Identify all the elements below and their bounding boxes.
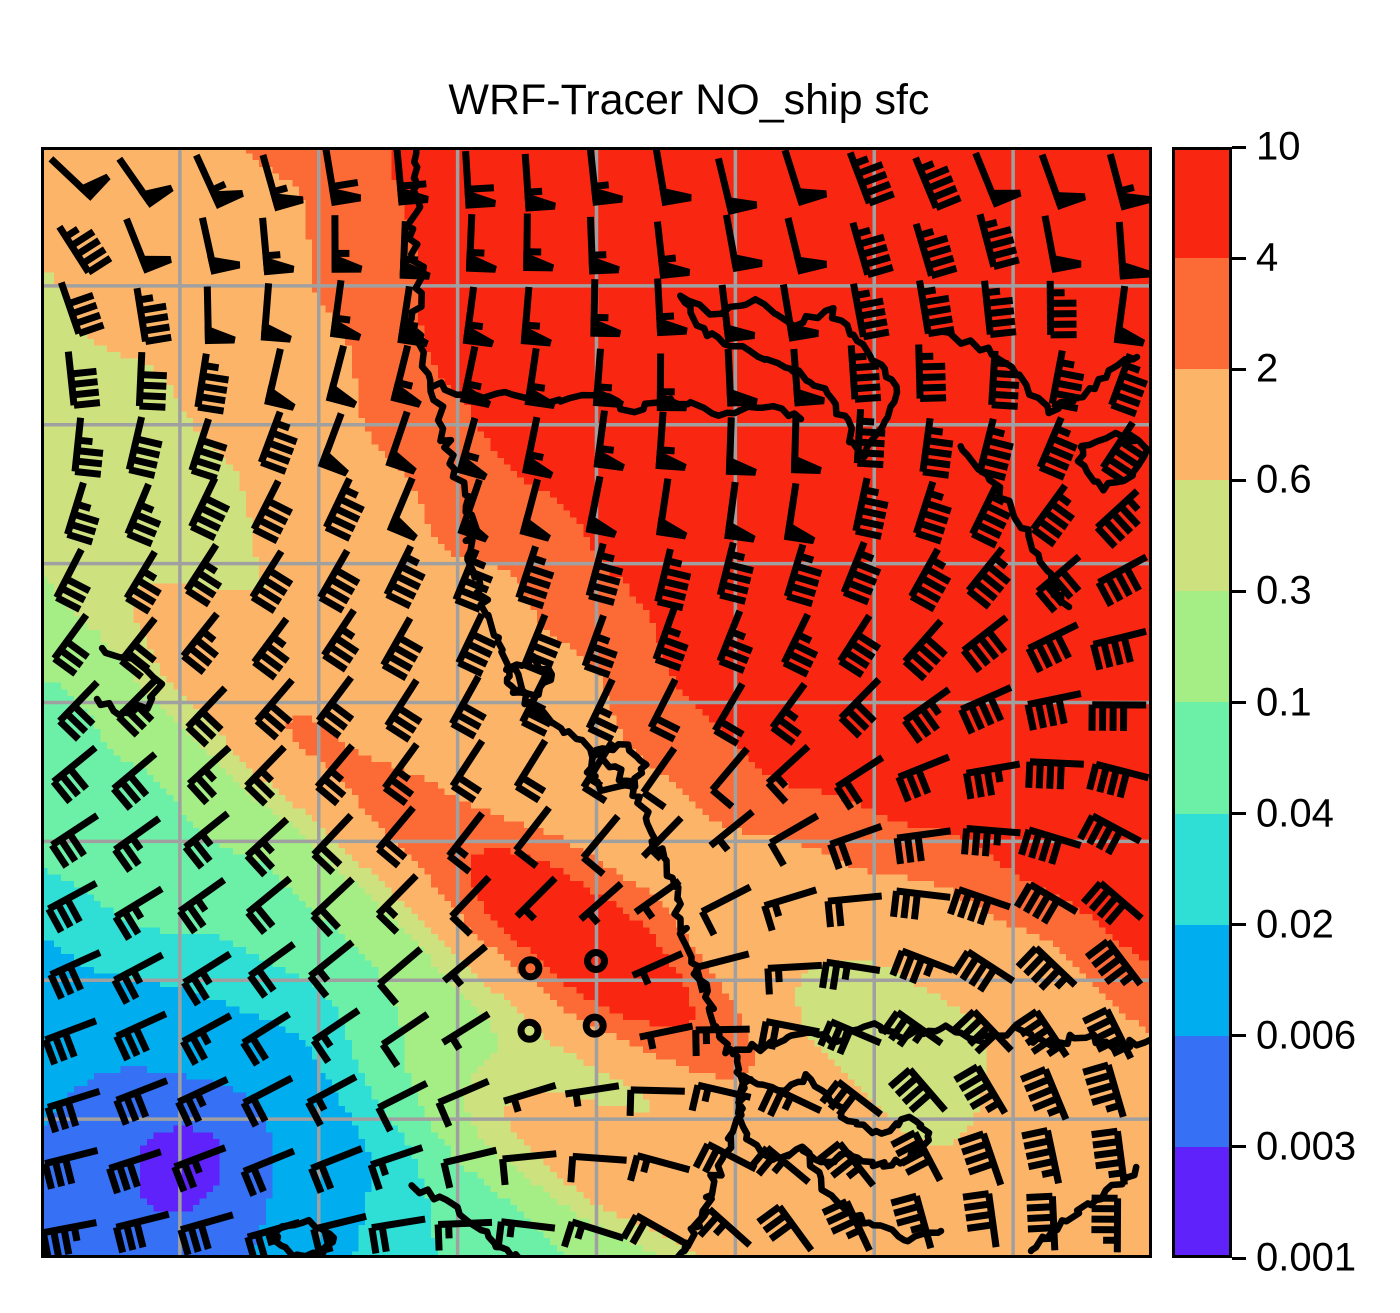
colorbar-label-4: 4 xyxy=(1256,235,1279,280)
colorbar-band-0.04-0.1 xyxy=(1172,702,1232,814)
colorbar-band-0.003-0.006 xyxy=(1172,1035,1232,1147)
colorbar-band-0.001-0.003 xyxy=(1172,1146,1232,1258)
colorbar-band-0.3-0.6 xyxy=(1172,480,1232,592)
colorbar-tick-0.003 xyxy=(1232,1145,1246,1149)
filled-contours xyxy=(41,147,1152,1258)
map-plot-area[interactable] xyxy=(41,147,1152,1258)
colorbar-band-2-4 xyxy=(1172,258,1232,370)
colorbar-tick-0.02 xyxy=(1232,923,1246,927)
colorbar-label-0.02: 0.02 xyxy=(1256,902,1334,947)
colorbar-label-0.6: 0.6 xyxy=(1256,457,1312,502)
coastlines xyxy=(93,147,1152,1258)
colorbar-label-0.003: 0.003 xyxy=(1256,1124,1357,1169)
colorbar-band-0.006-0.02 xyxy=(1172,924,1232,1036)
colorbar-tick-0.1 xyxy=(1232,701,1246,704)
colorbar-band-0.1-0.3 xyxy=(1172,591,1232,703)
colorbar-tick-0.6 xyxy=(1232,478,1246,482)
colorbar-label-0.001: 0.001 xyxy=(1256,1235,1357,1280)
colorbar-label-0.1: 0.1 xyxy=(1256,680,1312,724)
colorbar-label-0.04: 0.04 xyxy=(1256,791,1334,836)
wind-barbs xyxy=(41,147,1151,1258)
map-svg xyxy=(41,147,1152,1258)
colorbar-label-0.006: 0.006 xyxy=(1256,1013,1357,1058)
colorbar-tick-0.006 xyxy=(1232,1034,1246,1038)
colorbar-tick-0.04 xyxy=(1232,812,1246,816)
colorbar-tick-0.3 xyxy=(1232,589,1246,593)
colorbar-tick-10 xyxy=(1232,145,1246,149)
colorbar-tick-4 xyxy=(1232,256,1246,260)
colorbar-bands xyxy=(1172,147,1232,1258)
colorbar-band-4-10 xyxy=(1172,147,1232,259)
colorbar-tick-0.001 xyxy=(1232,1256,1246,1260)
colorbar[interactable] xyxy=(1172,147,1232,1258)
colorbar-label-10: 10 xyxy=(1256,124,1301,169)
colorbar-band-0.02-0.04 xyxy=(1172,813,1232,925)
colorbar-label-0.3: 0.3 xyxy=(1256,568,1312,613)
colorbar-band-0.6-2 xyxy=(1172,369,1232,481)
colorbar-label-2: 2 xyxy=(1256,346,1279,391)
colorbar-tick-2 xyxy=(1232,367,1246,371)
title-line-1: WRF-Tracer NO_ship sfc xyxy=(448,76,930,125)
